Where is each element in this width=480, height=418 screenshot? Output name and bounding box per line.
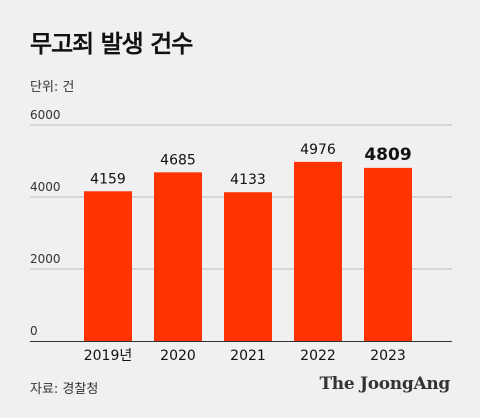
y-tick-labels: 0 2000 4000 6000 [30, 108, 61, 338]
data-label: 4133 [230, 172, 266, 188]
data-label: 4159 [90, 171, 126, 187]
x-tick-label: 2020 [160, 348, 196, 364]
y-tick-label: 4000 [30, 180, 61, 194]
bar [224, 192, 272, 341]
x-tick-label: 2022 [300, 348, 336, 364]
data-label: 4976 [300, 142, 336, 158]
data-label: 4809 [364, 145, 411, 165]
y-tick-label: 2000 [30, 252, 61, 266]
y-tick-label: 0 [30, 324, 38, 338]
bar [154, 172, 202, 341]
x-tick-labels: 2019년 2020 2021 2022 2023 [84, 348, 406, 364]
x-tick-label: 2023 [370, 348, 406, 364]
unit-label: 단위: 건 [30, 80, 75, 95]
y-tick-label: 6000 [30, 108, 61, 122]
x-tick-label: 2021 [230, 348, 266, 364]
publisher-logo: The JoongAng [319, 374, 450, 394]
data-labels: 4159 4685 4133 4976 4809 [90, 142, 411, 188]
source-note: 자료: 경찰청 [30, 382, 99, 397]
bars [84, 161, 412, 341]
bar [294, 161, 342, 341]
data-label: 4685 [160, 152, 196, 168]
bar [84, 191, 132, 341]
x-tick-label: 2019년 [84, 348, 133, 364]
bar [364, 167, 412, 341]
chart-title: 무고죄 발생 건수 [30, 30, 193, 58]
